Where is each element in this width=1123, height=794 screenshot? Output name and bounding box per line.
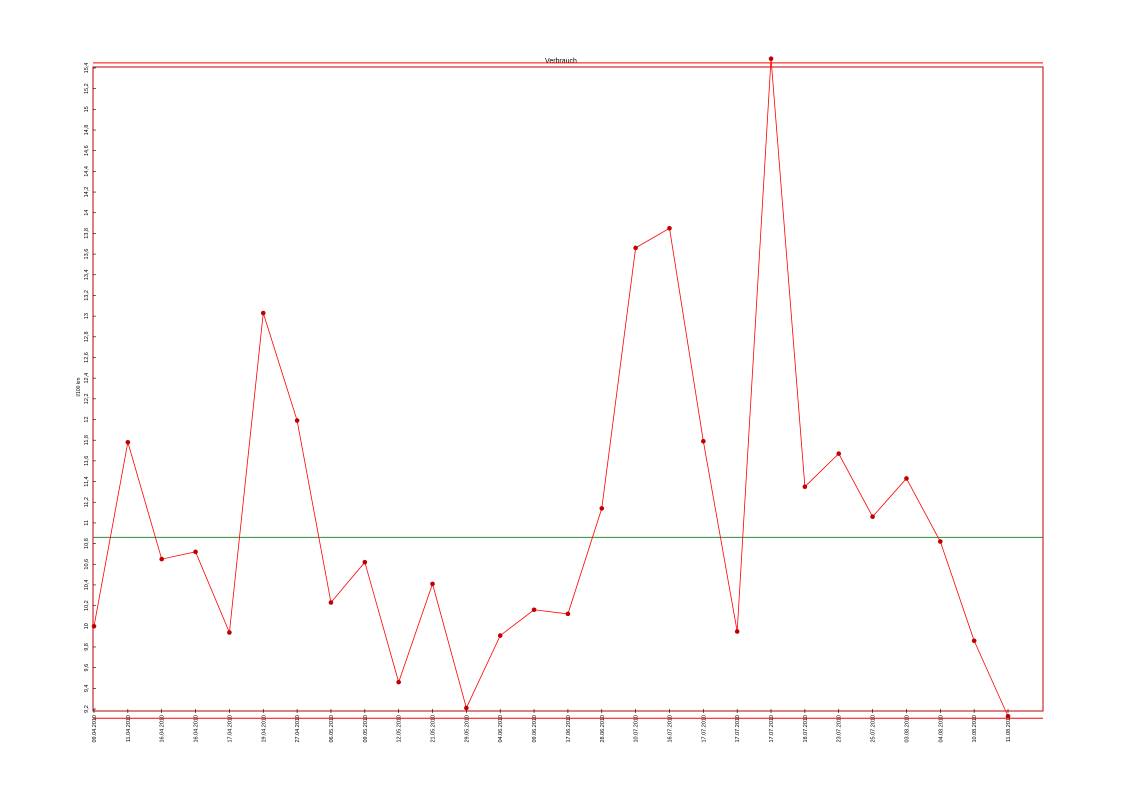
x-tick-label: 28.06.2010 bbox=[600, 715, 606, 743]
y-tick-label: 12,4 bbox=[84, 373, 90, 384]
x-tick-label: 16.04.2010 bbox=[160, 715, 166, 743]
data-point bbox=[768, 56, 774, 61]
data-point bbox=[870, 514, 875, 519]
y-tick-label: 13,6 bbox=[84, 249, 90, 260]
y-tick-label: 13 bbox=[84, 313, 90, 319]
y-tick-label: 9,4 bbox=[84, 684, 90, 692]
x-tick-label: 04.08.2010 bbox=[938, 715, 944, 743]
y-tick-label: 14,6 bbox=[84, 145, 90, 156]
x-tick-label: 11.08.2010 bbox=[1006, 715, 1012, 742]
data-point bbox=[904, 476, 909, 481]
y-tick-label: 15,2 bbox=[84, 83, 90, 94]
series-group bbox=[91, 56, 1011, 719]
data-point bbox=[464, 705, 469, 711]
data-point bbox=[836, 451, 842, 456]
data-point bbox=[362, 559, 368, 565]
x-tick-label: 10.07.2010 bbox=[634, 715, 640, 743]
y-tick-label: 13,2 bbox=[84, 290, 90, 301]
y-tick-label: 13,4 bbox=[84, 269, 90, 280]
y-tick-label: 12,8 bbox=[84, 331, 90, 342]
data-point bbox=[802, 484, 808, 490]
data-point bbox=[328, 600, 334, 605]
y-tick-label: 12,6 bbox=[84, 352, 90, 363]
x-tick-label: 03.08.2010 bbox=[904, 715, 910, 743]
x-tick-label: 11.04.2010 bbox=[126, 715, 132, 742]
x-tick-label: 19.04.2010 bbox=[261, 715, 267, 743]
data-point bbox=[1005, 713, 1011, 719]
y-tick-label: 14,4 bbox=[84, 166, 90, 177]
y-tick-label: 10,4 bbox=[84, 580, 90, 591]
data-point bbox=[294, 418, 300, 423]
data-point bbox=[396, 679, 401, 685]
data-point bbox=[565, 611, 571, 617]
x-tick-label: 09.04.2010 bbox=[92, 715, 98, 743]
y-tick-label: 13,8 bbox=[84, 228, 90, 239]
x-tick-label: 29.05.2010 bbox=[464, 715, 470, 743]
x-tick-label: 17.07.2010 bbox=[735, 715, 741, 743]
y-tick-label: 11,6 bbox=[84, 456, 90, 466]
x-tick-label: 21.05.2010 bbox=[431, 715, 437, 743]
y-tick-label: 9,2 bbox=[84, 705, 90, 713]
x-tick-label: 25.07.2010 bbox=[871, 715, 877, 743]
x-tick-label: 09.05.2010 bbox=[363, 715, 369, 743]
x-tick-label: 16.04.2010 bbox=[194, 715, 200, 743]
y-axis-label: l/100 km bbox=[76, 378, 82, 397]
y-tick-label: 11 bbox=[84, 520, 90, 526]
data-point bbox=[260, 310, 266, 316]
y-tick-label: 11,8 bbox=[84, 435, 90, 445]
x-tick-label: 06.05.2010 bbox=[329, 715, 335, 743]
data-point bbox=[971, 638, 977, 644]
y-tick-label: 9,6 bbox=[84, 664, 90, 672]
y-tick-label: 11,2 bbox=[84, 497, 90, 507]
x-tick-label: 09.06.2010 bbox=[532, 715, 538, 743]
y-tick-label: 14,2 bbox=[84, 187, 90, 198]
x-tick-label: 27.04.2010 bbox=[295, 715, 301, 743]
series-line-0 bbox=[93, 58, 1009, 717]
x-tick-label: 12.05.2010 bbox=[397, 715, 403, 743]
x-tick-label: 04.06.2010 bbox=[498, 715, 504, 743]
data-point bbox=[125, 439, 131, 445]
data-point bbox=[159, 556, 165, 562]
data-point bbox=[734, 629, 740, 634]
reference-lines bbox=[93, 62, 1043, 719]
y-tick-label: 14 bbox=[84, 210, 90, 216]
data-point bbox=[701, 438, 706, 444]
x-tick-label: 18.07.2010 bbox=[803, 715, 809, 743]
x-axis: 09.04.2010 11.04.2010 16.04.2010 16.04.2010… bbox=[92, 709, 1012, 743]
x-tick-label: 23.07.2010 bbox=[837, 715, 843, 743]
data-point bbox=[497, 633, 503, 638]
y-tick-label: 15 bbox=[84, 106, 90, 112]
x-tick-label: 17.04.2010 bbox=[227, 715, 233, 743]
data-point bbox=[937, 539, 943, 544]
y-axis: 9,2 9,4 9,6 9,8 10 10,2 10,4 10,6 10,8 11 11,2 11,4… bbox=[84, 63, 96, 713]
y-tick-label: 11,4 bbox=[84, 476, 90, 486]
x-tick-label: 10.08.2010 bbox=[972, 715, 978, 743]
x-tick-label: 17.07.2010 bbox=[701, 715, 707, 743]
y-tick-label: 10,8 bbox=[84, 538, 90, 549]
y-tick-label: 14,8 bbox=[84, 125, 90, 136]
data-point bbox=[531, 607, 537, 613]
y-tick-label: 10 bbox=[84, 623, 90, 629]
data-point bbox=[633, 245, 638, 251]
y-tick-label: 9,8 bbox=[84, 643, 90, 651]
y-tick-label: 15,4 bbox=[84, 63, 90, 74]
data-point bbox=[227, 630, 232, 635]
y-tick-label: 10,6 bbox=[84, 559, 90, 570]
y-tick-label: 10,2 bbox=[84, 600, 90, 611]
chart-title: Verbrauch bbox=[545, 58, 577, 65]
y-tick-label: 12,2 bbox=[84, 393, 90, 404]
data-point bbox=[599, 506, 605, 511]
data-point bbox=[91, 623, 97, 629]
data-point bbox=[430, 581, 435, 587]
data-point bbox=[193, 549, 198, 555]
y-tick-label: 12 bbox=[84, 416, 90, 422]
x-tick-label: 16.07.2010 bbox=[667, 715, 673, 743]
data-point bbox=[667, 225, 672, 231]
x-tick-label: 17.07.2010 bbox=[769, 715, 775, 743]
x-tick-label: 17.06.2010 bbox=[566, 715, 572, 743]
